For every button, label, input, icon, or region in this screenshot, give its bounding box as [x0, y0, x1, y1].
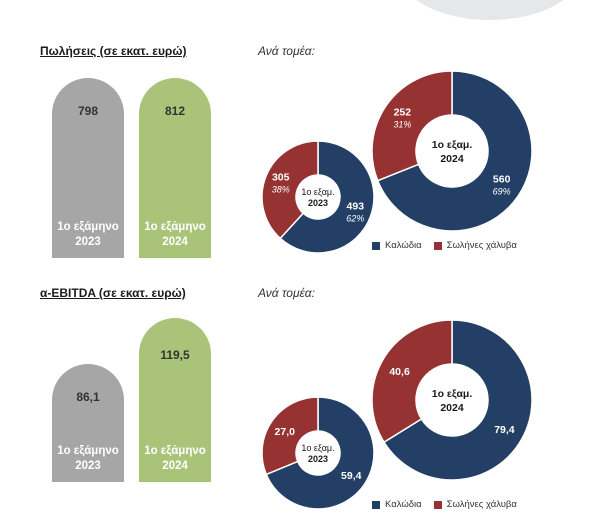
ebitda-bar-2023-value: 86,1 — [76, 390, 100, 404]
legend-swatch-kalodia — [372, 500, 380, 509]
ebitda-bar-2024-value: 119,5 — [160, 348, 190, 362]
donut-value-label: 40,6 — [389, 366, 410, 378]
sales-bar-2023-value: 798 — [77, 104, 99, 118]
legend-item-kalodia: Καλώδια — [372, 499, 422, 510]
sales-bar-2023-label-line1: 1ο εξάμηνο — [57, 221, 119, 233]
donut-center-label-line2: 2023 — [308, 198, 328, 208]
donut-value-label: 79,4 — [494, 424, 515, 436]
sales-bar-2023-label: 1ο εξάμηνο 2023 — [52, 220, 124, 250]
ebitda-bar-2023-label-line1: 1ο εξάμηνο — [57, 445, 119, 457]
sales-bar-2024-label-line1: 1ο εξάμηνο — [144, 221, 206, 233]
sales-by-sector-title: Ανά τομέα: — [258, 44, 315, 58]
donut-value-label: 560 — [493, 174, 511, 186]
ebitda-bar-2024-label: 1ο εξάμηνο 2024 — [139, 444, 211, 474]
donut-center-label-line2: 2024 — [440, 402, 464, 414]
donut-center-label-line2: 2023 — [308, 454, 328, 464]
legend-label-swlines: Σωλήνες χάλυβα — [446, 240, 517, 251]
legend-label-kalodia: Καλώδια — [385, 240, 422, 251]
sales-bar-2024-label-line2: 2024 — [162, 236, 188, 248]
legend-swatch-swlines — [433, 241, 442, 250]
donut-center-label-line1: 1ο εξαμ. — [432, 139, 473, 151]
ebitda-by-sector-title: Ανά τομέα: — [258, 286, 315, 300]
donut-value-label: 305 — [272, 172, 290, 184]
donut-center-label-line1: 1ο εξαμ. — [301, 443, 334, 453]
ebitda-bar-2024-label-line1: 1ο εξάμηνο — [144, 445, 206, 457]
donut-value-label: 493 — [347, 200, 365, 212]
donut-value-label: 27,0 — [275, 426, 296, 438]
legend-label-kalodia: Καλώδια — [385, 499, 422, 510]
legend-swatch-swlines — [433, 500, 442, 509]
donut-center — [416, 115, 488, 187]
donut-value-label: 59,4 — [341, 470, 362, 482]
sales-donut-legend: Καλώδια Σωλήνες χάλυβα — [372, 240, 529, 251]
donut-percent-label: 62% — [346, 213, 364, 223]
donut-percent-label: 31% — [393, 119, 411, 129]
ebitda-bar-2024: 119,5 1ο εξάμηνο 2024 — [139, 318, 211, 482]
donut-center-label-line1: 1ο εξαμ. — [301, 187, 334, 197]
donut-value-label: 252 — [394, 106, 412, 118]
ebitda-bar-2024-label-line2: 2024 — [162, 460, 188, 472]
legend-swatch-kalodia — [372, 241, 380, 250]
donut-percent-label: 38% — [272, 185, 290, 195]
legend-label-swlines: Σωλήνες χάλυβα — [446, 499, 517, 510]
legend-item-swlines: Σωλήνες χάλυβα — [433, 240, 517, 251]
donut-percent-label: 69% — [493, 187, 511, 197]
ebitda-bar-2023-label-line2: 2023 — [75, 460, 101, 472]
ebitda-bar-2023-label: 1ο εξάμηνο 2023 — [52, 444, 124, 474]
donut-center — [296, 175, 340, 219]
donut-center — [296, 431, 340, 475]
sales-bar-2024: 812 1ο εξάμηνο 2024 — [139, 78, 211, 258]
donut-center-label-line1: 1ο εξαμ. — [432, 388, 473, 400]
ebitda-bar-2023: 86,1 1ο εξάμηνο 2023 — [52, 364, 124, 482]
sales-bar-2024-label: 1ο εξάμηνο 2024 — [139, 220, 211, 250]
sales-title: Πωλήσεις (σε εκατ. ευρώ) — [40, 44, 187, 58]
donut-center — [416, 364, 488, 436]
sales-bar-2023: 798 1ο εξάμηνο 2023 — [52, 78, 124, 258]
donut-center-label-line2: 2024 — [440, 153, 464, 165]
ebitda-title: α-EBITDA (σε εκατ. ευρώ) — [40, 286, 186, 300]
sales-bar-2024-value: 812 — [164, 104, 186, 118]
legend-item-swlines: Σωλήνες χάλυβα — [433, 499, 517, 510]
legend-item-kalodia: Καλώδια — [372, 240, 422, 251]
ebitda-donut-legend: Καλώδια Σωλήνες χάλυβα — [372, 499, 529, 510]
sales-bar-2023-label-line2: 2023 — [75, 236, 101, 248]
